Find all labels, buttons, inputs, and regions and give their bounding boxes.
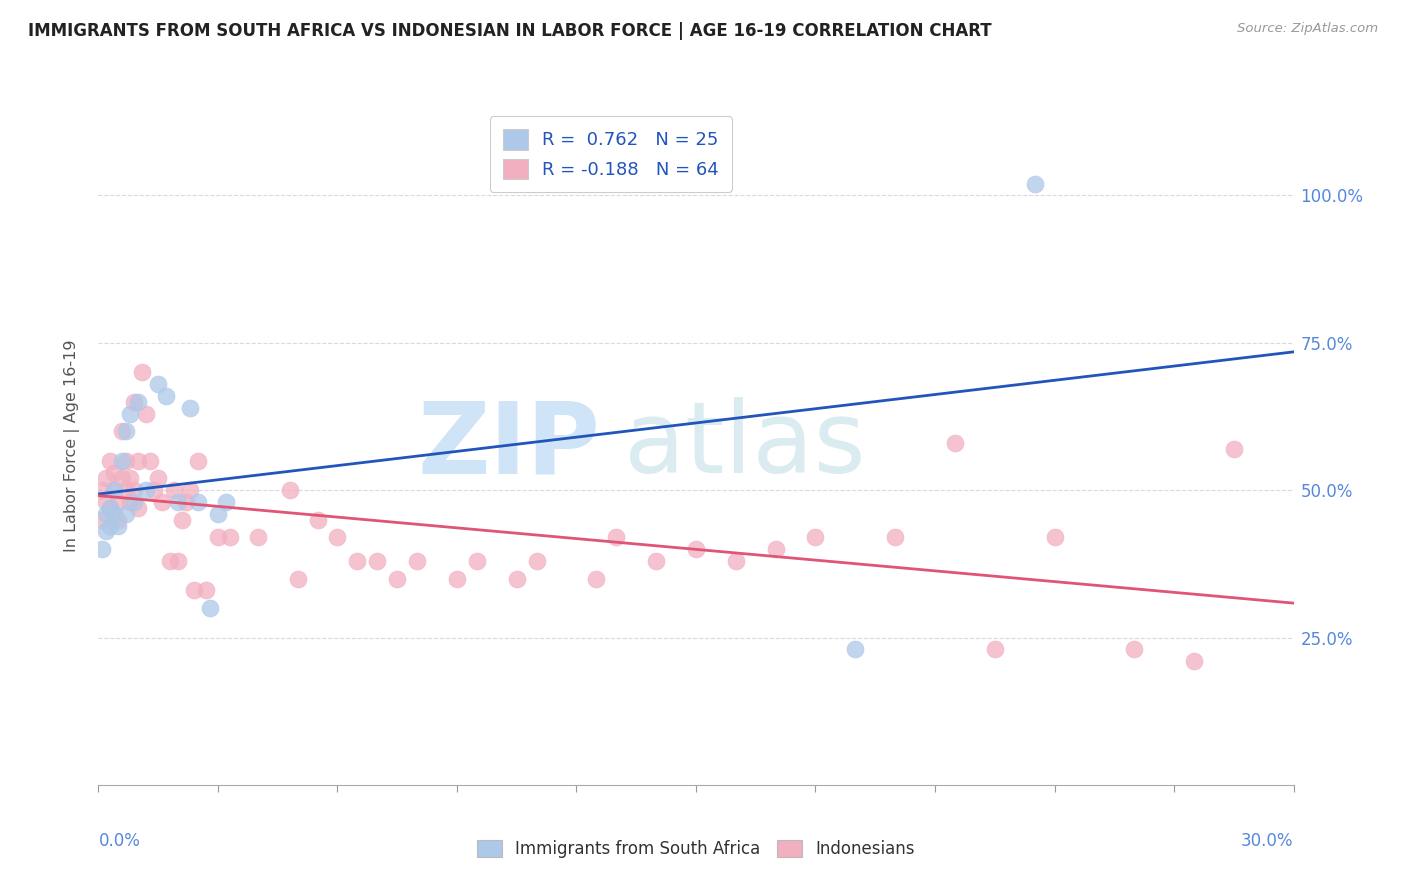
Point xyxy=(179,401,201,415)
Point xyxy=(91,542,114,557)
Point xyxy=(366,554,388,568)
Point xyxy=(884,530,907,544)
Point xyxy=(1123,642,1146,657)
Point xyxy=(172,513,194,527)
Text: IMMIGRANTS FROM SOUTH AFRICA VS INDONESIAN IN LABOR FORCE | AGE 16-19 CORRELATIO: IMMIGRANTS FROM SOUTH AFRICA VS INDONESI… xyxy=(28,22,991,40)
Point xyxy=(131,365,153,379)
Point xyxy=(159,554,181,568)
Point xyxy=(111,424,134,438)
Point xyxy=(100,518,122,533)
Point xyxy=(124,394,146,409)
Point xyxy=(246,530,269,544)
Point xyxy=(1222,442,1246,456)
Point xyxy=(91,483,114,498)
Point xyxy=(219,530,242,544)
Point xyxy=(167,495,190,509)
Point xyxy=(207,530,229,544)
Point xyxy=(215,495,238,509)
Point xyxy=(187,454,209,468)
Point xyxy=(96,495,118,509)
Point xyxy=(585,572,607,586)
Point xyxy=(163,483,186,498)
Point xyxy=(506,572,529,586)
Point xyxy=(120,495,142,509)
Point xyxy=(143,483,166,498)
Point xyxy=(207,507,229,521)
Point xyxy=(103,507,125,521)
Point xyxy=(155,389,177,403)
Point xyxy=(1043,530,1066,544)
Point xyxy=(135,483,157,498)
Point xyxy=(111,471,134,485)
Point xyxy=(111,454,134,468)
Point xyxy=(406,554,429,568)
Point xyxy=(148,471,170,485)
Point xyxy=(150,495,173,509)
Point xyxy=(100,454,122,468)
Point xyxy=(605,530,627,544)
Point xyxy=(326,530,349,544)
Point xyxy=(148,377,170,392)
Point xyxy=(804,530,827,544)
Point xyxy=(120,407,142,421)
Point xyxy=(526,554,548,568)
Point xyxy=(724,554,747,568)
Point xyxy=(115,424,138,438)
Point xyxy=(183,583,205,598)
Point xyxy=(124,483,146,498)
Point xyxy=(96,471,118,485)
Point xyxy=(127,394,149,409)
Point xyxy=(115,454,138,468)
Point xyxy=(278,483,301,498)
Point xyxy=(120,471,142,485)
Point xyxy=(115,507,138,521)
Point xyxy=(844,642,866,657)
Legend: R =  0.762   N = 25, R = -0.188   N = 64: R = 0.762 N = 25, R = -0.188 N = 64 xyxy=(489,116,731,192)
Point xyxy=(107,495,129,509)
Point xyxy=(127,500,149,515)
Point xyxy=(139,454,162,468)
Point xyxy=(103,483,125,498)
Point xyxy=(107,513,129,527)
Point xyxy=(115,483,138,498)
Point xyxy=(307,513,329,527)
Text: 0.0%: 0.0% xyxy=(98,832,141,850)
Point xyxy=(103,466,125,480)
Point xyxy=(127,454,149,468)
Point xyxy=(765,542,787,557)
Point xyxy=(103,483,125,498)
Point xyxy=(100,500,122,515)
Point xyxy=(287,572,309,586)
Point xyxy=(195,583,218,598)
Point xyxy=(187,495,209,509)
Point xyxy=(100,500,122,515)
Point xyxy=(179,483,201,498)
Point xyxy=(167,554,190,568)
Point xyxy=(385,572,409,586)
Point xyxy=(135,407,157,421)
Text: ZIP: ZIP xyxy=(418,398,600,494)
Y-axis label: In Labor Force | Age 16-19: In Labor Force | Age 16-19 xyxy=(63,340,80,552)
Point xyxy=(124,495,146,509)
Point xyxy=(645,554,668,568)
Text: 30.0%: 30.0% xyxy=(1241,832,1294,850)
Point xyxy=(96,507,118,521)
Point xyxy=(446,572,468,586)
Point xyxy=(96,524,118,539)
Point xyxy=(107,518,129,533)
Point xyxy=(198,601,221,615)
Point xyxy=(685,542,707,557)
Text: atlas: atlas xyxy=(624,398,866,494)
Point xyxy=(346,554,368,568)
Point xyxy=(465,554,488,568)
Point xyxy=(984,642,1007,657)
Point xyxy=(174,495,197,509)
Point xyxy=(943,436,966,450)
Point xyxy=(91,513,114,527)
Text: Source: ZipAtlas.com: Source: ZipAtlas.com xyxy=(1237,22,1378,36)
Point xyxy=(1024,177,1046,191)
Point xyxy=(1182,654,1205,668)
